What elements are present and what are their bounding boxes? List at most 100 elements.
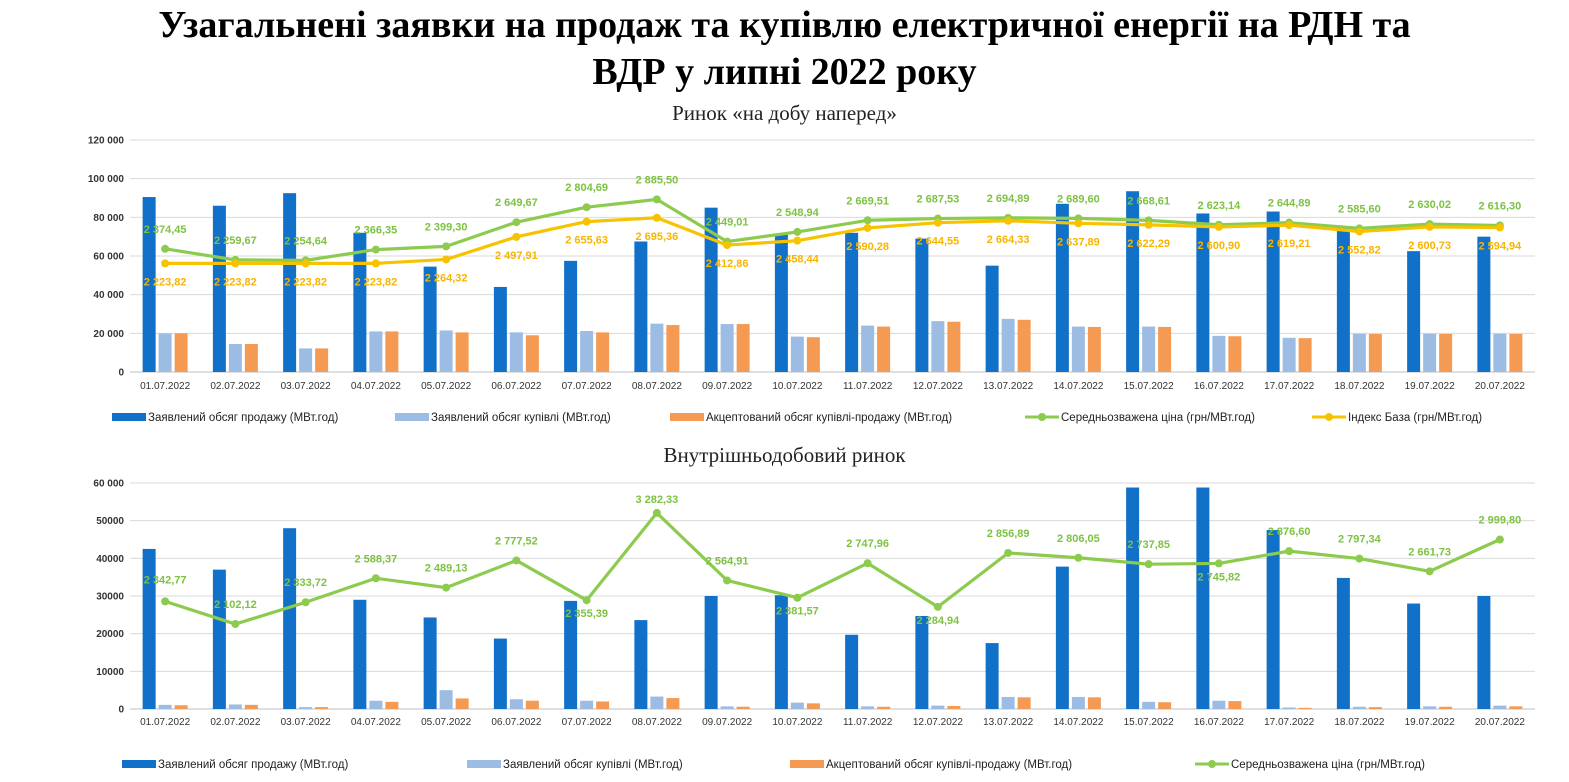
bar (580, 700, 594, 709)
bar (158, 704, 172, 709)
bar (650, 696, 664, 709)
bar (315, 348, 329, 372)
line-point (1214, 222, 1223, 231)
line-point (933, 602, 942, 611)
bar (720, 706, 734, 709)
bar (1196, 213, 1210, 372)
x-tick-label: 17.07.2022 (1264, 381, 1314, 392)
bar (806, 337, 820, 372)
x-tick-label: 14.07.2022 (1053, 381, 1103, 392)
data-label: 2 777,52 (495, 535, 538, 547)
data-label: 2 458,44 (776, 254, 820, 266)
bar (634, 241, 648, 372)
y-tick-label: 40 000 (93, 290, 124, 301)
x-tick-label: 05.07.2022 (421, 381, 471, 392)
legend-item: Акцептований обсяг купівлі-продажу (МВт.… (670, 412, 952, 424)
bar (1228, 701, 1242, 709)
bar (596, 701, 610, 709)
bar (845, 634, 859, 709)
legend-label: Заявлений обсяг купівлі (МВт.год) (503, 759, 683, 771)
y-tick-label: 0 (118, 705, 124, 716)
bar (244, 704, 258, 709)
y-tick-label: 50000 (96, 516, 124, 527)
legend-swatch (790, 760, 824, 768)
bar (1282, 337, 1296, 372)
bar (1017, 319, 1031, 372)
data-label: 2 594,94 (1478, 240, 1522, 252)
data-label: 2 661,73 (1408, 546, 1451, 558)
x-tick-label: 18.07.2022 (1334, 381, 1384, 392)
x-tick-label: 11.07.2022 (843, 381, 893, 392)
bar (142, 197, 156, 372)
bar (283, 528, 297, 709)
bar (1368, 707, 1382, 709)
data-label: 2 619,21 (1268, 238, 1311, 250)
x-tick-label: 10.07.2022 (772, 381, 822, 392)
data-label: 2 102,12 (214, 599, 257, 611)
bar (1055, 566, 1069, 709)
bar (564, 600, 578, 709)
bar (228, 704, 242, 709)
legend-label: Індекс База (грн/МВт.год) (1348, 412, 1482, 424)
bar (158, 333, 172, 372)
x-tick-label: 07.07.2022 (562, 381, 612, 392)
dam-chart-title: Ринок «на добу наперед» (672, 101, 897, 125)
x-tick-label: 12.07.2022 (913, 717, 963, 728)
data-label: 2 876,60 (1268, 526, 1311, 538)
bar (1001, 318, 1015, 372)
bar (931, 321, 945, 372)
bar (1087, 326, 1101, 372)
line-point (301, 598, 310, 607)
line-point (863, 216, 872, 225)
line-point (371, 574, 380, 583)
x-tick-label: 20.07.2022 (1475, 381, 1525, 392)
data-label: 2 797,34 (1338, 534, 1382, 546)
x-tick-label: 14.07.2022 (1053, 717, 1103, 728)
data-label: 2 856,89 (987, 528, 1030, 540)
x-tick-label: 03.07.2022 (281, 717, 331, 728)
bar (1212, 700, 1226, 709)
x-tick-label: 08.07.2022 (632, 717, 682, 728)
data-label: 2 655,63 (565, 235, 608, 247)
data-label: 2 747,96 (846, 538, 889, 550)
data-label: 2 623,14 (1197, 200, 1241, 212)
data-label: 2 804,69 (565, 182, 608, 194)
x-tick-label: 20.07.2022 (1475, 717, 1525, 728)
bar (353, 599, 367, 709)
y-tick-label: 120 000 (88, 136, 125, 147)
title-line-1: Узагальнені заявки на продаж та купівлю … (158, 4, 1411, 46)
data-label: 2 374,45 (144, 224, 187, 236)
data-label: 2 381,57 (776, 606, 819, 618)
data-label: 2 600,90 (1197, 240, 1240, 252)
y-tick-label: 10000 (96, 667, 124, 678)
bar (1336, 577, 1350, 709)
x-tick-label: 16.07.2022 (1194, 381, 1244, 392)
bar (423, 617, 437, 709)
line-point (652, 195, 661, 204)
line-point (933, 218, 942, 227)
legend-item: Заявлений обсяг купівлі (МВт.год) (467, 759, 683, 771)
data-label: 2 264,32 (425, 272, 468, 284)
line-point (652, 508, 661, 517)
line-point (512, 556, 521, 565)
line-point (652, 213, 661, 222)
bar (1493, 705, 1507, 709)
line-point (231, 620, 240, 629)
y-tick-label: 20 000 (93, 329, 124, 340)
y-tick-label: 0 (118, 368, 124, 379)
line-point (512, 218, 521, 227)
bar (1266, 211, 1280, 372)
y-tick-label: 100 000 (88, 174, 125, 185)
data-label: 2 564,91 (706, 555, 749, 567)
legend-label: Заявлений обсяг продажу (МВт.год) (158, 759, 348, 771)
line-point (793, 227, 802, 236)
bar (369, 700, 383, 709)
bar (423, 266, 437, 372)
bar (1228, 336, 1242, 372)
bar (493, 638, 507, 709)
bar (1423, 333, 1437, 372)
bar (315, 707, 329, 709)
bar (774, 595, 788, 709)
y-tick-label: 30000 (96, 592, 124, 603)
index-line (165, 216, 1500, 265)
